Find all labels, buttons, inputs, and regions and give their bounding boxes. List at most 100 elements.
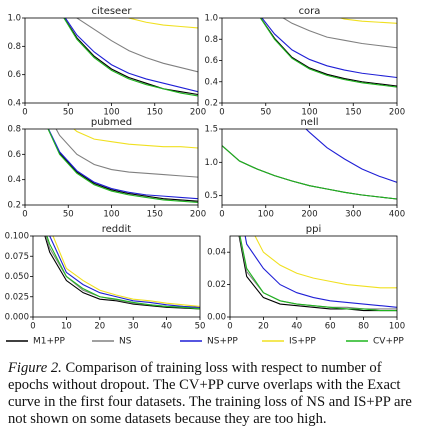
- legend-label: CV+PP: [373, 337, 404, 347]
- series-line: [47, 129, 198, 200]
- y-tick-label: 0.050: [5, 272, 29, 282]
- caption-text: Comparison of training loss with respect…: [8, 360, 412, 427]
- series-line: [259, 18, 397, 87]
- x-tick-label: 150: [147, 108, 163, 118]
- chart-title: nell: [300, 117, 318, 128]
- x-tick-label: 300: [345, 210, 361, 220]
- series-line: [47, 129, 198, 202]
- x-tick-label: 20: [258, 322, 269, 332]
- series-line: [222, 145, 397, 200]
- x-tick-label: 200: [301, 210, 317, 220]
- x-tick-label: 0: [227, 322, 232, 332]
- series-line: [238, 236, 397, 312]
- y-tick-label: 0.4: [7, 175, 21, 185]
- x-tick-label: 200: [389, 108, 405, 118]
- y-tick-label: 0.8: [7, 42, 21, 52]
- x-tick-label: 80: [358, 322, 369, 332]
- series-line: [76, 18, 198, 73]
- series-line: [239, 236, 397, 312]
- plot-lines: [222, 129, 397, 200]
- x-tick-label: 20: [94, 322, 105, 332]
- y-tick-label: 1.0: [204, 14, 218, 24]
- x-tick-label: 10: [61, 322, 72, 332]
- series-line: [44, 236, 200, 310]
- legend-label: NS: [119, 337, 132, 347]
- y-tick-label: 0.4: [7, 99, 21, 109]
- y-tick-label: 0.075: [5, 252, 29, 262]
- y-tick-label: 0.000: [5, 313, 29, 323]
- legend-label: NS+PP: [207, 337, 238, 347]
- axes-frame: [229, 235, 398, 318]
- series-line: [49, 236, 200, 308]
- plot-lines: [47, 129, 198, 204]
- axes-frame: [221, 128, 398, 206]
- x-tick-label: 40: [161, 322, 172, 332]
- x-tick-label: 200: [190, 210, 206, 220]
- y-tick-label: 0.6: [7, 70, 21, 80]
- chart-title: pubmed: [91, 117, 132, 128]
- plot-lines: [238, 236, 397, 312]
- x-tick-label: 100: [103, 108, 119, 118]
- y-tick-label: 1.5: [204, 125, 218, 135]
- x-tick-label: 0: [22, 108, 27, 118]
- x-tick-label: 0: [30, 322, 35, 332]
- x-tick-label: 50: [63, 210, 74, 220]
- x-tick-label: 30: [128, 322, 139, 332]
- x-tick-label: 0: [219, 108, 224, 118]
- series-line: [73, 129, 198, 149]
- y-tick-label: 0.2: [204, 99, 218, 109]
- x-tick-label: 150: [345, 108, 361, 118]
- y-tick-label: 0.8: [7, 125, 21, 135]
- y-tick-label: 1.0: [204, 158, 218, 168]
- series-line: [239, 236, 397, 310]
- x-tick-label: 400: [389, 210, 405, 220]
- y-tick-label: 0.4: [204, 77, 218, 87]
- series-line: [47, 129, 198, 204]
- series-line: [46, 236, 200, 310]
- x-tick-label: 150: [147, 210, 163, 220]
- series-line: [127, 18, 198, 29]
- x-tick-label: 0: [22, 210, 27, 220]
- chart-title: citeseer: [92, 6, 133, 17]
- y-tick-label: 0.2: [7, 201, 21, 211]
- x-tick-label: 40: [291, 322, 302, 332]
- x-tick-label: 50: [195, 322, 206, 332]
- series-line: [55, 129, 198, 178]
- x-tick-label: 200: [190, 108, 206, 118]
- series-line: [52, 236, 200, 308]
- y-tick-label: 1.0: [7, 14, 21, 24]
- x-tick-label: 100: [258, 210, 274, 220]
- y-tick-label: 0.04: [207, 248, 226, 258]
- plot-lines: [44, 236, 200, 310]
- chart-title: reddit: [102, 224, 132, 235]
- x-tick-label: 100: [103, 210, 119, 220]
- x-tick-label: 60: [325, 322, 336, 332]
- y-tick-label: 0.00: [207, 313, 226, 323]
- chart-title: cora: [299, 6, 321, 17]
- plot-lines: [63, 18, 198, 97]
- series-line: [64, 18, 198, 93]
- y-tick-label: 0.025: [5, 292, 29, 302]
- series-line: [339, 18, 397, 24]
- series-line: [259, 18, 397, 88]
- y-tick-label: 0.02: [207, 280, 226, 290]
- plot-lines: [259, 18, 397, 88]
- chart-title: ppi: [306, 224, 321, 235]
- series-line: [63, 18, 198, 97]
- caption: Figure 2. Comparison of training loss wi…: [8, 360, 422, 428]
- x-tick-label: 50: [260, 108, 271, 118]
- series-line: [244, 236, 397, 308]
- series-line: [305, 129, 397, 183]
- legend-label: IS+PP: [289, 337, 316, 347]
- x-tick-label: 100: [389, 322, 405, 332]
- series-line: [282, 18, 397, 49]
- series-line: [254, 236, 397, 289]
- y-tick-label: 0.6: [7, 150, 21, 160]
- y-tick-label: 0.100: [5, 232, 29, 242]
- x-tick-label: 100: [301, 108, 317, 118]
- y-tick-label: 0.6: [204, 56, 218, 66]
- y-tick-label: 0.5: [204, 191, 218, 201]
- series-line: [261, 18, 397, 79]
